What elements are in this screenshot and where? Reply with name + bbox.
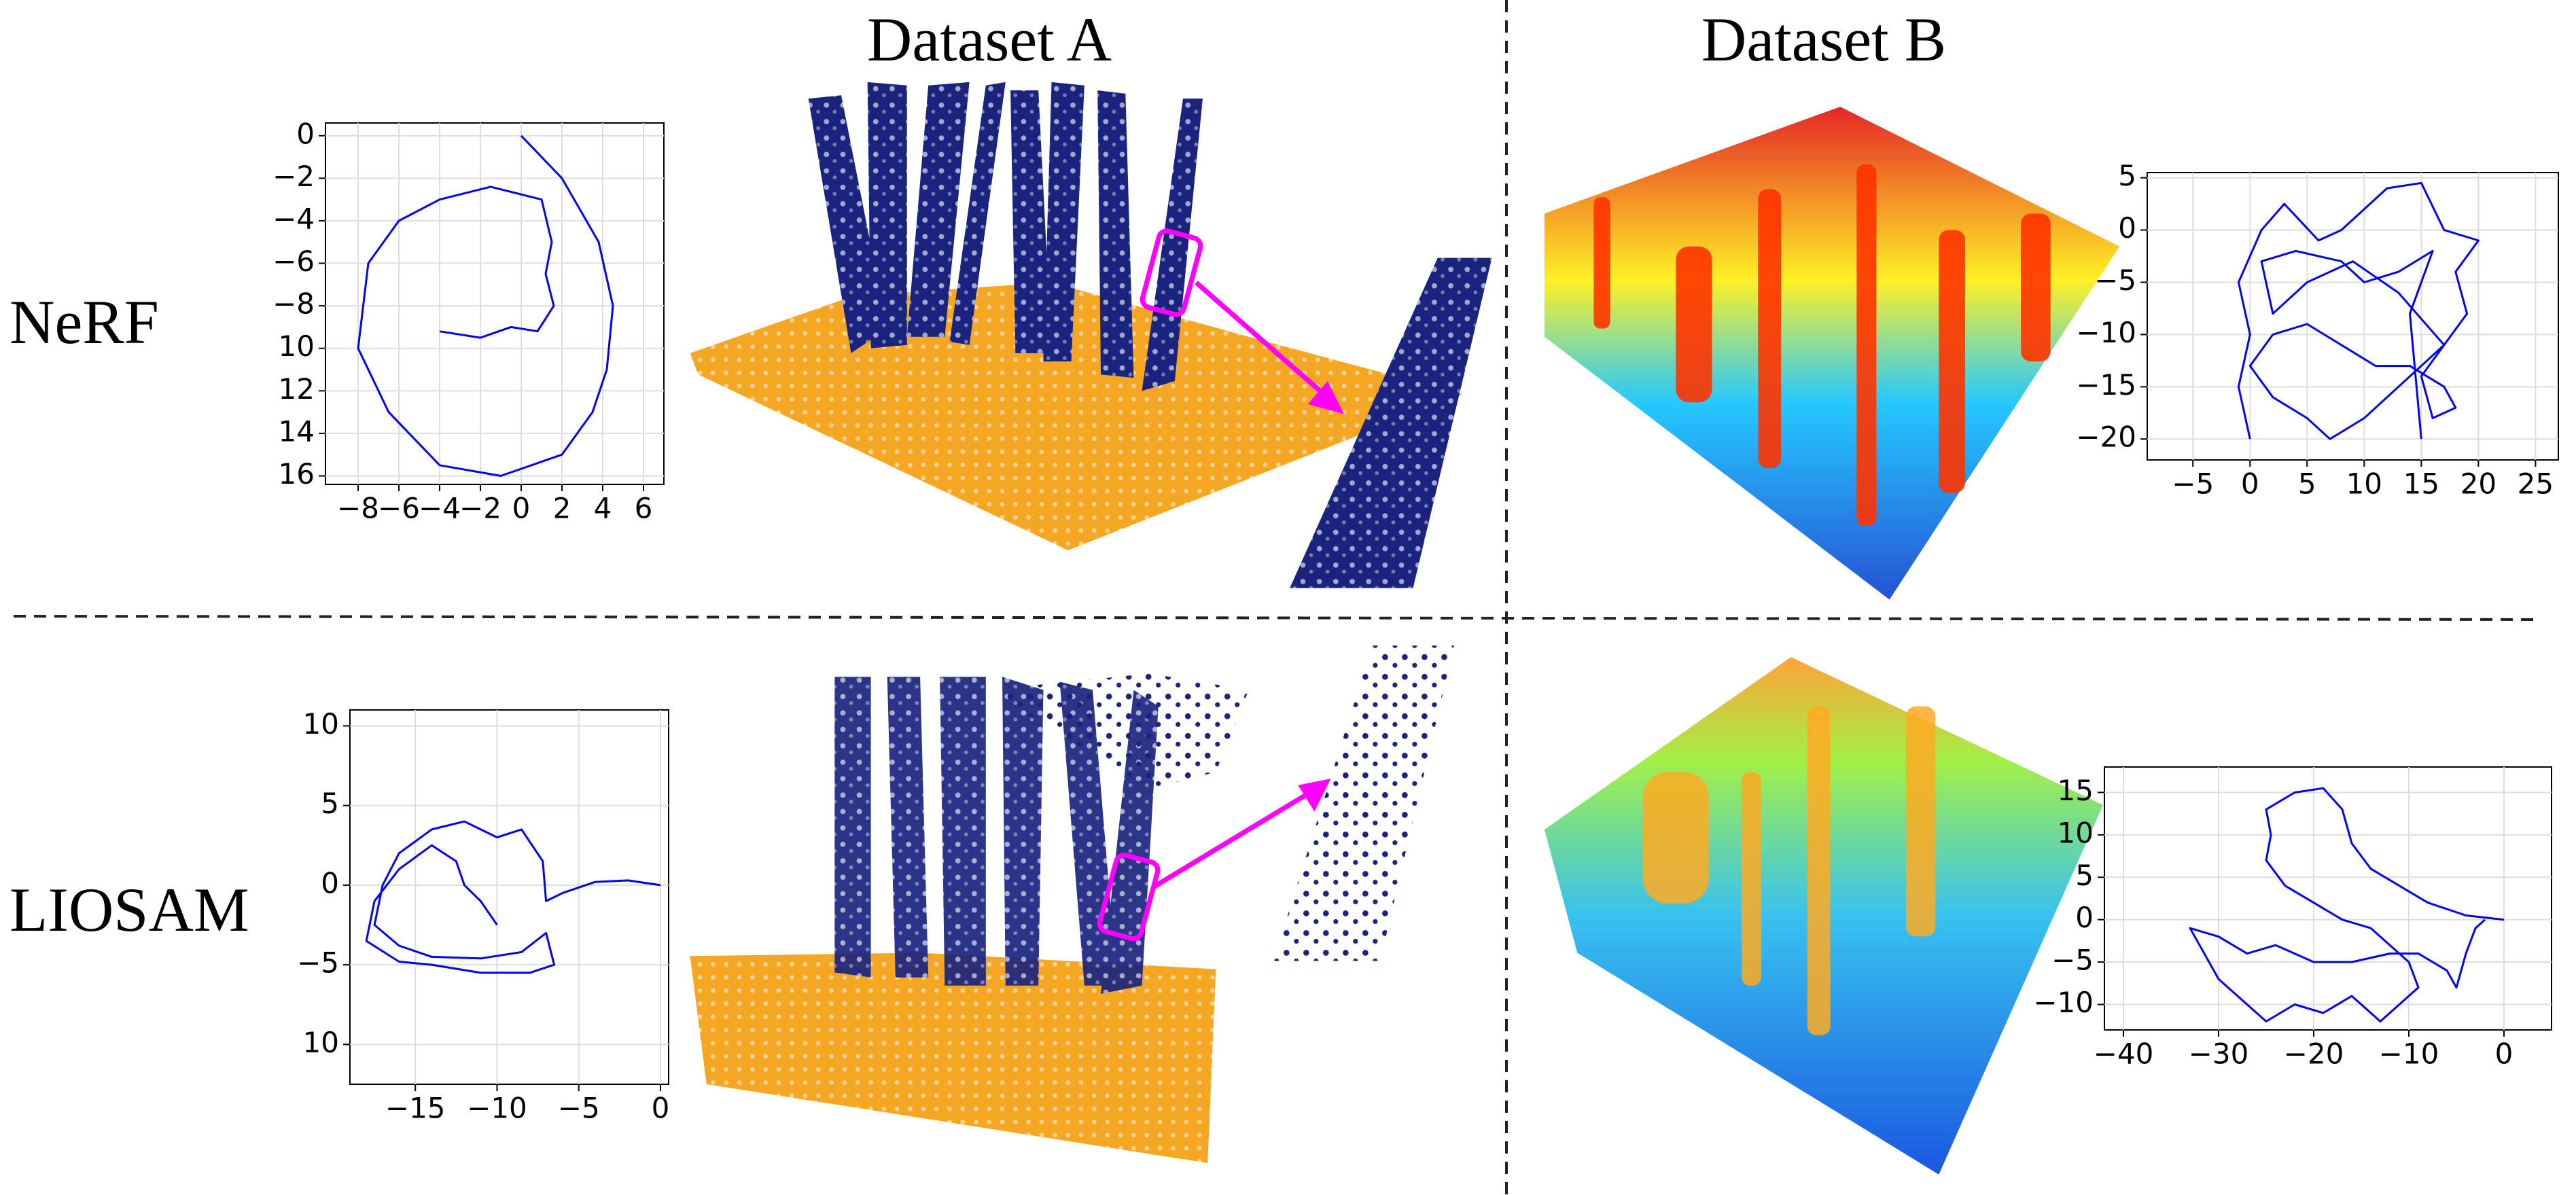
y-tick-label: 0 [2118, 211, 2136, 245]
plot-frame [2147, 172, 2559, 461]
x-tick-label: −20 [2284, 1037, 2344, 1071]
x-tick-label: −5 [2172, 467, 2214, 501]
zoom-crop [1290, 257, 1492, 588]
trajectory [2189, 787, 2505, 1022]
x-tick-label: 10 [2346, 467, 2382, 501]
x-tick-label: 15 [2403, 467, 2439, 501]
x-tick-label: −4 [419, 492, 461, 525]
y-tick-label: 10 [2058, 816, 2094, 849]
trajectory [365, 820, 661, 974]
tree-trunks [808, 82, 1203, 391]
x-tick-label: 5 [2298, 467, 2316, 501]
x-tick-label: −8 [337, 492, 379, 525]
column-title: Dataset A [867, 5, 1112, 74]
y-tick-label: 0 [321, 866, 339, 899]
y-tick-label: −20 [2076, 421, 2136, 454]
x-tick-label: 2 [553, 492, 571, 525]
y-tick-label: 12 [279, 372, 315, 406]
tree-trunks [1593, 164, 2051, 526]
x-tick-label: 0 [2241, 467, 2259, 501]
x-tick-label: −6 [378, 492, 420, 525]
x-tick-label: 0 [652, 1092, 670, 1125]
x-tick-label: −15 [385, 1092, 446, 1125]
y-tick-label: −10 [2076, 316, 2136, 349]
ground-cloud [690, 952, 1216, 1163]
x-tick-label: −30 [2189, 1037, 2249, 1071]
y-tick-label: −15 [2076, 368, 2136, 402]
x-tick-label: 0 [2495, 1037, 2513, 1071]
y-tick-label: −4 [272, 202, 315, 235]
arrow-head [1298, 380, 1344, 812]
cloud-b [1544, 107, 2120, 600]
zoom-crop [1273, 645, 1454, 961]
y-tick-label: 5 [321, 787, 339, 820]
y-tick-label: −5 [297, 946, 339, 980]
x-tick-label: −40 [2094, 1037, 2154, 1071]
x-tick-label: 20 [2460, 467, 2496, 501]
x-tick-label: 4 [594, 492, 612, 525]
x-tick-label: −5 [558, 1092, 600, 1125]
plot-frame [325, 122, 665, 485]
x-tick-label: −2 [459, 492, 501, 525]
y-tick-label: 15 [2058, 774, 2094, 807]
y-tick-label: 16 [279, 457, 315, 491]
row-title: LIOSAM [10, 875, 249, 944]
plot-frame [349, 709, 669, 1085]
column-title: Dataset B [1701, 5, 1946, 74]
trajectory [2237, 181, 2480, 440]
y-tick-label: 10 [303, 1026, 339, 1059]
trajectory [357, 135, 614, 477]
y-tick-label: 0 [2075, 901, 2094, 934]
y-tick-label: 0 [296, 117, 315, 150]
plot-frame [2104, 766, 2552, 1031]
tree-trunks [1643, 706, 1936, 1035]
y-tick-label: 10 [279, 329, 315, 363]
point-clouds [690, 82, 2120, 1175]
zoom-marker [1097, 228, 1330, 942]
separator [13, 0, 2539, 1195]
y-tick-label: 5 [2118, 159, 2136, 192]
y-tick-label: 14 [279, 414, 315, 448]
y-tick-label: −5 [2051, 944, 2094, 977]
y-tick-label: −10 [2033, 986, 2094, 1019]
x-tick-label: −10 [2379, 1037, 2439, 1071]
y-tick-label: −8 [272, 287, 315, 321]
y-tick-label: −6 [272, 245, 315, 278]
y-tick-label: 5 [2075, 859, 2094, 892]
x-tick-label: 6 [635, 492, 653, 525]
canopy-cloud [985, 673, 1249, 789]
x-tick-label: 0 [512, 492, 531, 525]
y-tick-label: −2 [272, 160, 315, 193]
y-tick-label: −5 [2094, 264, 2136, 297]
x-tick-label: 25 [2518, 467, 2554, 501]
x-tick-label: −10 [467, 1092, 527, 1125]
y-tick-label: 10 [303, 707, 339, 741]
row-title: NeRF [10, 287, 159, 357]
